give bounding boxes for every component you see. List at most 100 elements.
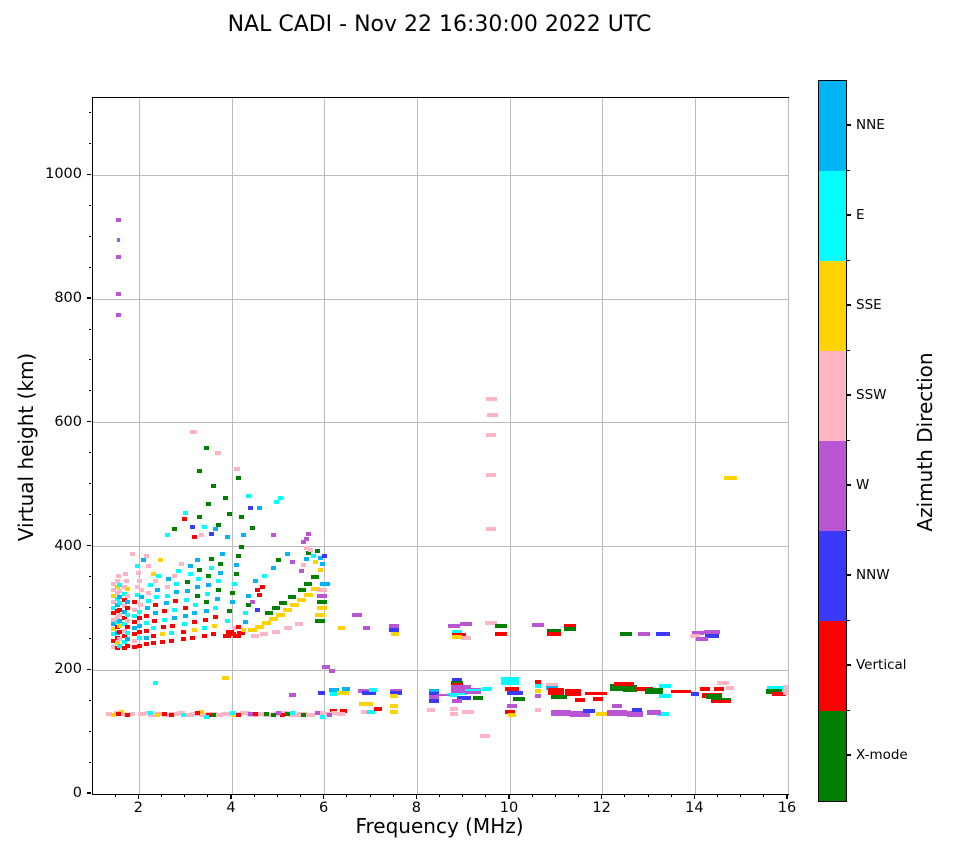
data-point [117, 595, 123, 600]
data-point [165, 576, 171, 581]
data-point [609, 684, 624, 692]
data-point [125, 637, 131, 642]
data-point [192, 620, 198, 624]
data-point [114, 590, 120, 595]
data-point [301, 563, 307, 568]
data-point [254, 587, 260, 592]
y-tick-label: 200 [54, 661, 82, 678]
data-point [201, 626, 207, 631]
y-axis-minor-tick [88, 606, 91, 608]
y-axis-minor-tick [88, 235, 91, 237]
x-axis-label: Frequency (MHz) [355, 814, 524, 838]
data-point [390, 703, 399, 708]
x-axis-minor-tick [346, 794, 348, 797]
grid-line-vertical [602, 98, 604, 794]
data-point [132, 607, 138, 612]
data-point [122, 639, 127, 644]
data-point [125, 612, 131, 617]
data-point [215, 579, 221, 584]
data-point [311, 575, 320, 580]
plot-title: NAL CADI - Nov 22 16:30:00 2022 UTC [227, 12, 652, 37]
x-axis-minor-tick [462, 794, 464, 797]
data-point [319, 714, 325, 719]
data-point [341, 687, 350, 692]
colorbar-segment-e [819, 171, 846, 261]
y-axis-minor-tick [88, 328, 91, 330]
y-axis-tick [86, 173, 91, 175]
data-point [237, 631, 246, 636]
grid-line-vertical [324, 98, 326, 794]
data-point [627, 710, 644, 717]
colorbar-tick [846, 214, 851, 216]
data-point [352, 612, 363, 617]
y-axis-tick [86, 297, 91, 299]
data-point [111, 712, 117, 717]
data-point [726, 686, 735, 691]
data-point [221, 711, 234, 716]
data-point [111, 594, 117, 599]
x-axis-tick [693, 794, 695, 799]
y-axis-minor-tick [88, 637, 91, 639]
x-axis-minor-tick [717, 794, 718, 797]
data-point [534, 708, 541, 713]
colorbar [818, 80, 847, 802]
data-point [319, 561, 325, 566]
data-point [248, 506, 254, 511]
data-point [390, 688, 403, 693]
data-point [180, 712, 186, 717]
data-point [285, 711, 291, 716]
colorbar-segment-x-mode [819, 711, 846, 801]
data-point [635, 686, 654, 691]
data-point [194, 594, 200, 599]
colorbar-axis-label: Azimuth Direction [913, 352, 937, 532]
data-point [146, 564, 152, 569]
grid-line-vertical [416, 98, 418, 794]
data-point [204, 445, 210, 450]
data-point [213, 606, 219, 611]
data-point [545, 685, 558, 690]
data-point [265, 611, 274, 616]
data-point [169, 638, 175, 643]
data-point [117, 623, 123, 628]
grid-line-vertical [231, 98, 233, 794]
data-point [122, 645, 127, 650]
data-point [290, 603, 300, 608]
data-point [197, 514, 203, 519]
colorbar-boundary-tick [846, 349, 850, 351]
data-point [481, 687, 492, 692]
y-axis-minor-tick [88, 204, 91, 206]
data-point [606, 709, 627, 716]
data-point [243, 620, 249, 624]
data-point [252, 578, 258, 583]
grid-line-horizontal [93, 669, 788, 671]
data-point [215, 522, 221, 527]
x-axis-tick [323, 794, 325, 799]
data-point [150, 572, 156, 577]
colorbar-tick-label: X-mode [856, 747, 908, 763]
data-point [236, 476, 242, 481]
data-point [494, 631, 507, 636]
data-point [783, 685, 789, 696]
data-point [632, 707, 643, 712]
data-point [181, 712, 194, 717]
data-point [183, 613, 189, 618]
data-point [171, 574, 177, 579]
x-tick-label: 10 [499, 800, 519, 816]
data-point [450, 711, 459, 716]
grid-line-vertical [787, 98, 789, 794]
data-point [239, 710, 250, 715]
data-point [273, 499, 279, 504]
data-point [548, 688, 565, 696]
data-point [245, 594, 251, 599]
data-point [213, 712, 224, 717]
data-point [136, 629, 142, 634]
y-axis-minor-tick [88, 730, 91, 732]
data-point [252, 711, 258, 716]
data-point [220, 551, 226, 556]
data-point [704, 633, 719, 638]
data-point [584, 691, 607, 695]
data-point [248, 628, 258, 633]
data-point [117, 629, 123, 634]
data-point [190, 524, 196, 529]
data-point [361, 709, 372, 714]
